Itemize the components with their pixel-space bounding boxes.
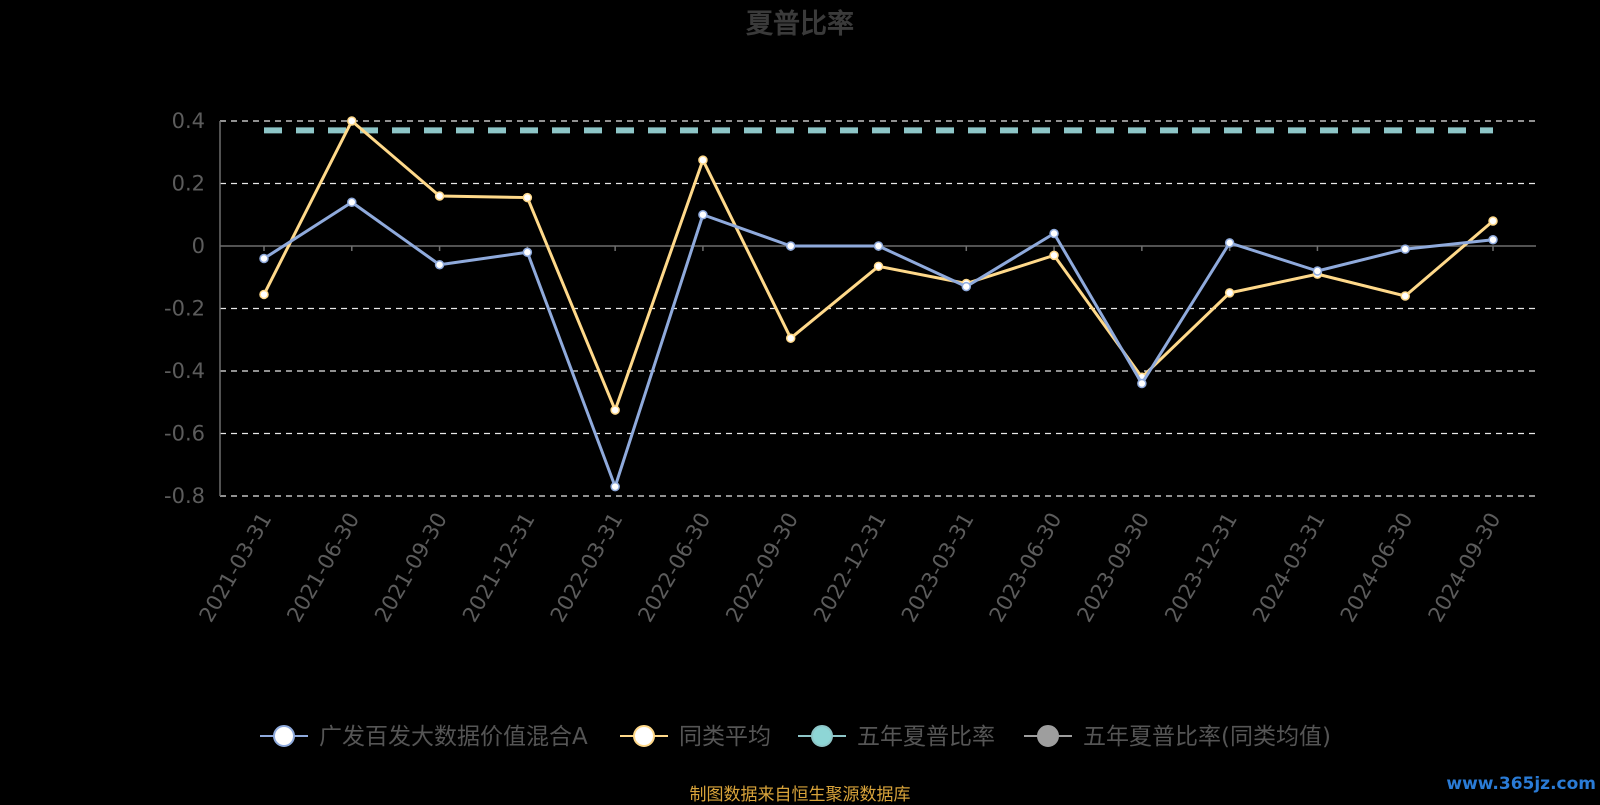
x-tick-label: 2023-03-31 xyxy=(897,508,979,626)
legend-label: 同类平均 xyxy=(679,724,771,750)
legend-marker-icon xyxy=(811,725,833,747)
series-0-point xyxy=(785,241,796,251)
legend-label: 广发百发大数据价值混合A xyxy=(319,724,588,750)
legend-marker-icon xyxy=(273,725,295,747)
series-0-point xyxy=(259,253,269,264)
x-tick-label: 2023-12-31 xyxy=(1160,509,1242,627)
y-tick-label: 0 xyxy=(192,234,205,258)
y-tick-label: -0.6 xyxy=(164,422,205,446)
site-watermark: www.365jz.com xyxy=(1446,774,1596,794)
series-0-point xyxy=(961,281,972,292)
x-tick-label: 2021-03-31 xyxy=(195,509,277,627)
series-1-point xyxy=(873,261,884,272)
series-1-point xyxy=(1400,291,1410,301)
x-tick-label: 2024-06-30 xyxy=(1336,509,1418,627)
series-0-point xyxy=(1312,266,1323,276)
series-0-point xyxy=(434,260,445,270)
series-1-point xyxy=(434,191,445,201)
legend-label: 五年夏普比率(同类均值) xyxy=(1083,724,1331,750)
series-0-point xyxy=(698,210,708,220)
legend-marker-icon xyxy=(1037,725,1059,747)
series-1-point xyxy=(259,289,269,300)
x-tick-label: 2022-06-30 xyxy=(633,509,715,627)
series-1-point xyxy=(1049,250,1059,261)
legend[interactable]: 广发百发大数据价值混合A 同类平均 五年夏普比率 五年夏普比率(同类均值) xyxy=(260,724,1331,750)
legend-item[interactable]: 五年夏普比率(同类均值) xyxy=(1024,724,1331,750)
series-1-point xyxy=(1224,288,1235,298)
x-tick-label: 2024-09-30 xyxy=(1424,509,1506,627)
data-source-note: 制图数据来自恒生聚源数据库 xyxy=(689,785,911,805)
y-tick-label: -0.2 xyxy=(164,297,205,321)
x-tick-label: 2022-03-31 xyxy=(546,509,628,627)
x-tick-label: 2024-03-31 xyxy=(1248,509,1330,627)
x-tick-label: 2023-06-30 xyxy=(985,509,1067,627)
series-1-point xyxy=(1488,216,1498,226)
series-1-point xyxy=(347,116,357,126)
series-0-point xyxy=(522,247,533,257)
series-0-point xyxy=(610,481,620,492)
x-tick-label: 2022-09-30 xyxy=(721,509,803,627)
series-0-point xyxy=(1137,378,1147,389)
chart-title: 夏普比率 xyxy=(746,8,854,40)
series-lines xyxy=(259,116,1498,492)
series-0-point xyxy=(1224,238,1235,248)
x-tick-label: 2021-06-30 xyxy=(282,509,364,627)
legend-item[interactable]: 广发百发大数据价值混合A xyxy=(260,724,588,750)
series-0-point xyxy=(873,241,884,251)
series-1-point xyxy=(610,405,620,415)
x-tick-label: 2021-12-31 xyxy=(458,509,540,627)
series-0-point xyxy=(1488,235,1498,245)
y-tick-label: 0.4 xyxy=(172,109,205,133)
legend-marker-icon xyxy=(633,725,655,747)
x-tick-label: 2023-09-30 xyxy=(1072,509,1154,627)
y-tick-label: -0.4 xyxy=(164,359,205,383)
y-tick-label: -0.8 xyxy=(164,484,205,508)
series-0-point xyxy=(1049,228,1059,239)
legend-item[interactable]: 五年夏普比率 xyxy=(798,724,995,750)
series-1-point xyxy=(785,333,796,343)
legend-item[interactable]: 同类平均 xyxy=(620,724,771,750)
y-tick-label: 0.2 xyxy=(172,172,205,196)
series-0-point xyxy=(1400,244,1410,254)
series-1-point xyxy=(522,192,533,203)
series-1-point xyxy=(698,155,708,165)
x-tick-label: 2022-12-31 xyxy=(809,509,891,627)
legend-label: 五年夏普比率 xyxy=(857,724,995,750)
x-tick-label: 2021-09-30 xyxy=(370,508,452,626)
series-0-point xyxy=(347,197,357,207)
